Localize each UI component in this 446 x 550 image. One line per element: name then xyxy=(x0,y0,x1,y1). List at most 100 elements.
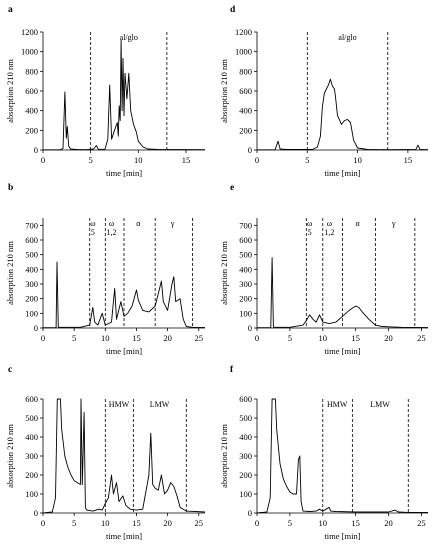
y-tick-label: 800 xyxy=(239,66,252,76)
y-tick-label: 600 xyxy=(25,235,38,245)
chart-panel-c: c 0 100 200 300 400 500 600 0 5 10 15 20 25 time [min]… xyxy=(5,365,206,541)
region-label: ω xyxy=(109,219,114,228)
y-tick-label: 0 xyxy=(34,323,38,333)
x-tick-label: 10 xyxy=(101,518,110,528)
x-tick-label: 0 xyxy=(255,518,259,528)
y-tick-label: 500 xyxy=(25,413,38,423)
y-tick-label: 200 xyxy=(239,470,252,480)
y-axis-title: absorption 210 nm xyxy=(5,241,15,305)
y-tick-label: 600 xyxy=(239,235,252,245)
x-tick-label: 25 xyxy=(195,333,204,343)
chromatogram-trace xyxy=(42,398,206,514)
y-tick-label: 1000 xyxy=(21,47,38,57)
x-axis-title: time [min] xyxy=(324,168,360,178)
x-tick-label: 15 xyxy=(132,518,141,528)
x-tick-label: 15 xyxy=(132,333,141,343)
y-tick-label: 0 xyxy=(248,323,252,333)
y-tick-label: 500 xyxy=(239,413,252,423)
x-tick-label: 25 xyxy=(417,333,426,343)
x-tick-label: 5 xyxy=(288,518,292,528)
region-label: HMW xyxy=(327,400,348,409)
x-tick-label: 15 xyxy=(404,155,413,165)
x-tick-label: 0 xyxy=(255,333,259,343)
x-tick-label: 20 xyxy=(384,518,393,528)
x-tick-label: 5 xyxy=(72,333,76,343)
x-tick-label: 15 xyxy=(351,518,360,528)
region-label: γ xyxy=(391,219,396,228)
region-label: ω xyxy=(327,219,332,228)
y-tick-label: 600 xyxy=(239,394,252,404)
y-tick-label: 300 xyxy=(239,279,252,289)
region-label: HMW xyxy=(109,400,130,409)
y-tick-label: 100 xyxy=(25,308,38,318)
y-tick-label: 200 xyxy=(239,294,252,304)
panel-label: a xyxy=(8,5,13,15)
y-tick-label: 0 xyxy=(34,508,38,518)
y-tick-label: 300 xyxy=(25,451,38,461)
chromatogram-trace xyxy=(256,257,429,329)
y-tick-label: 0 xyxy=(34,145,38,155)
x-tick-label: 20 xyxy=(384,333,393,343)
chromatogram-trace xyxy=(43,261,206,329)
x-tick-label: 5 xyxy=(288,333,292,343)
x-tick-label: 20 xyxy=(163,333,172,343)
x-axis-title: time [min] xyxy=(324,531,360,541)
chart-panel-f: f 0 100 200 300 400 500 600 0 5 10 15 20 25 time [min]… xyxy=(219,365,428,541)
x-tick-label: 10 xyxy=(353,155,362,165)
chart-panel-e: e 0 100 200 300 400 500 600 700 0 5 10 15 20 25 time [m… xyxy=(219,183,429,356)
y-tick-label: 200 xyxy=(25,470,38,480)
y-tick-label: 1000 xyxy=(235,47,252,57)
region-label: α xyxy=(136,219,141,228)
region-label: ω xyxy=(307,219,312,228)
region-label: al/glo xyxy=(338,33,356,42)
y-tick-label: 0 xyxy=(248,508,252,518)
y-tick-label: 400 xyxy=(25,106,38,116)
y-tick-label: 600 xyxy=(25,394,38,404)
y-tick-label: 100 xyxy=(239,308,252,318)
y-tick-label: 1200 xyxy=(235,27,252,37)
y-tick-label: 800 xyxy=(25,66,38,76)
region-label: α xyxy=(356,219,361,228)
chromatogram-trace xyxy=(43,39,206,151)
panel-label: d xyxy=(230,5,236,15)
panel-label: c xyxy=(8,365,12,375)
y-axis-title: absorption 210 nm xyxy=(219,424,229,488)
region-label: 5 xyxy=(308,228,312,237)
y-tick-label: 700 xyxy=(239,220,252,230)
y-axis-title: absorption 210 nm xyxy=(5,424,15,488)
x-tick-label: 0 xyxy=(41,333,45,343)
chart-panel-d: d 0 200 400 600 800 1000 1200 0 5 10 15 time [min] ab… xyxy=(219,5,429,178)
y-tick-label: 200 xyxy=(239,125,252,135)
y-tick-label: 200 xyxy=(25,125,38,135)
y-tick-label: 400 xyxy=(239,106,252,116)
y-tick-label: 500 xyxy=(25,250,38,260)
x-axis-title: time [min] xyxy=(106,346,142,356)
chart-panel-b: b 0 100 200 300 400 500 600 700 0 5 10 15 20 25 time [m… xyxy=(5,183,206,356)
x-tick-label: 0 xyxy=(255,155,259,165)
panel-label: b xyxy=(8,183,13,193)
x-tick-label: 0 xyxy=(41,155,45,165)
y-axis-title: absorption 210 nm xyxy=(5,59,15,123)
x-axis-title: time [min] xyxy=(324,346,360,356)
y-tick-label: 0 xyxy=(248,145,252,155)
region-label: 1,2 xyxy=(107,228,117,237)
region-label: ω xyxy=(90,219,95,228)
region-label: 5 xyxy=(91,228,95,237)
x-tick-label: 25 xyxy=(195,518,204,528)
y-tick-label: 300 xyxy=(25,279,38,289)
y-tick-label: 400 xyxy=(25,264,38,274)
chart-panel-a: a 0 200 400 600 800 1000 1200 0 5 10 15 time [min] ab… xyxy=(5,5,206,178)
x-tick-label: 10 xyxy=(134,155,143,165)
x-tick-label: 5 xyxy=(89,155,93,165)
x-tick-label: 10 xyxy=(101,333,110,343)
x-tick-label: 20 xyxy=(163,518,172,528)
x-axis-title: time [min] xyxy=(106,168,142,178)
y-tick-label: 100 xyxy=(239,489,252,499)
y-axis-title: absorption 210 nm xyxy=(219,59,229,123)
chromatogram-trace xyxy=(256,78,429,151)
y-tick-label: 700 xyxy=(25,220,38,230)
x-axis-title: time [min] xyxy=(106,531,142,541)
y-tick-label: 400 xyxy=(25,432,38,442)
x-tick-label: 5 xyxy=(305,155,309,165)
